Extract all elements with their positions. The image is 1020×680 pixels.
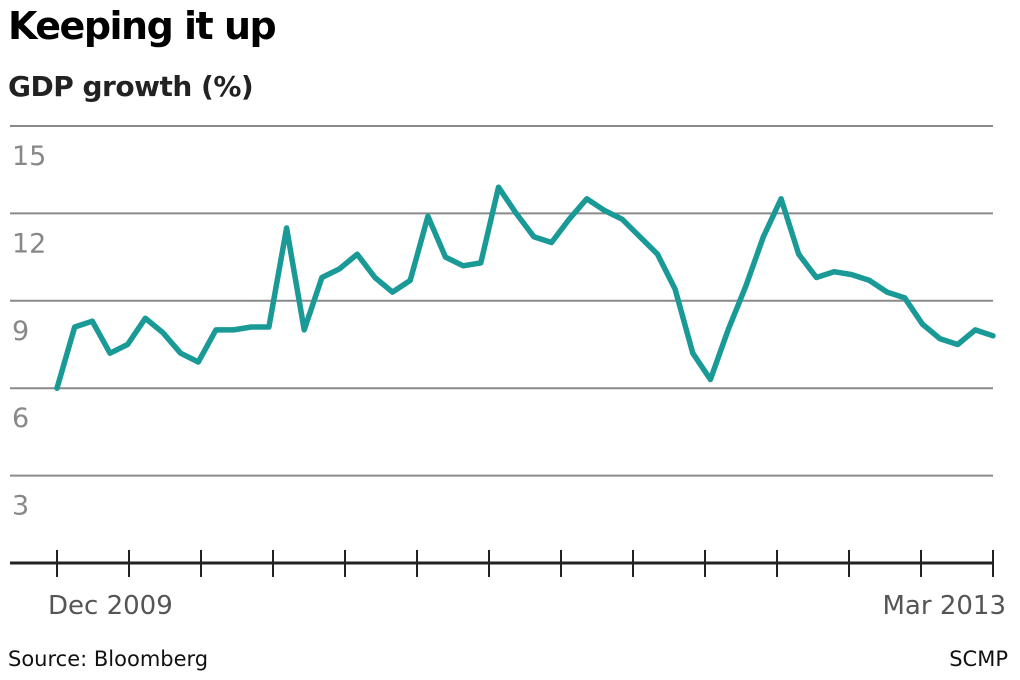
- y-axis-tick-labels: 3 6 9 12 15: [12, 141, 46, 522]
- source-note: Source: Bloomberg: [8, 647, 209, 671]
- x-tick-label-start: Dec 2009: [48, 591, 173, 621]
- chart-subtitle: GDP growth (%): [8, 70, 254, 103]
- y-tick-label-12: 12: [12, 228, 46, 259]
- y-tick-label-9: 9: [12, 316, 29, 347]
- x-tick-label-end: Mar 2013: [883, 591, 1007, 621]
- series-line-gdp-growth: [54, 184, 996, 391]
- series-layer: [54, 184, 996, 391]
- y-tick-label-15: 15: [12, 141, 46, 172]
- x-axis-tick-labels: Dec 2009 Mar 2013: [48, 591, 1006, 621]
- gridlines: [10, 125, 993, 477]
- y-tick-label-3: 3: [12, 491, 29, 522]
- y-tick-label-6: 6: [12, 403, 29, 434]
- x-axis: [10, 550, 994, 577]
- chart-title: Keeping it up: [8, 4, 277, 48]
- credit-note: SCMP: [949, 647, 1008, 671]
